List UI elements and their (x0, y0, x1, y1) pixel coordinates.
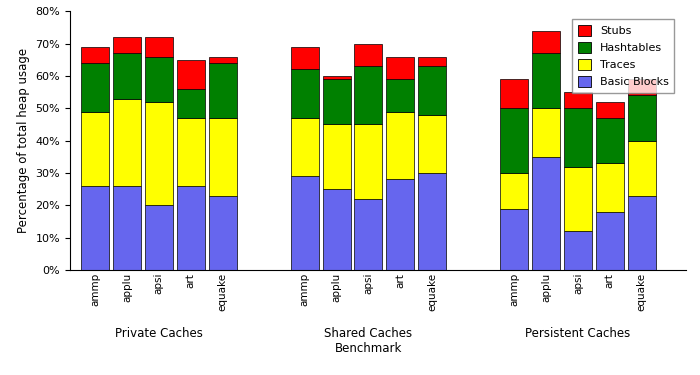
Bar (209, 118, 237, 196)
Bar (532, 157, 560, 270)
Bar (323, 76, 351, 79)
Bar (145, 102, 173, 206)
Bar (145, 57, 173, 102)
Bar (176, 186, 204, 270)
Bar (323, 79, 351, 124)
Bar (596, 118, 624, 163)
Bar (418, 66, 446, 115)
Bar (81, 63, 109, 111)
Bar (113, 99, 141, 186)
Bar (113, 53, 141, 99)
Bar (418, 173, 446, 270)
Bar (596, 212, 624, 270)
Bar (290, 47, 318, 69)
Bar (113, 37, 141, 53)
Bar (500, 209, 528, 270)
Bar (532, 31, 560, 53)
Bar (209, 196, 237, 270)
Bar (564, 166, 592, 231)
Legend: Stubs, Hashtables, Traces, Basic Blocks: Stubs, Hashtables, Traces, Basic Blocks (572, 20, 674, 93)
Bar (176, 89, 204, 118)
Bar (176, 118, 204, 186)
Bar (418, 115, 446, 173)
Bar (628, 141, 656, 196)
Bar (418, 57, 446, 66)
Y-axis label: Percentage of total heap usage: Percentage of total heap usage (17, 48, 30, 233)
Bar (176, 60, 204, 89)
Bar (209, 57, 237, 63)
Bar (500, 108, 528, 173)
Bar (564, 108, 592, 166)
Bar (290, 176, 318, 270)
Bar (290, 118, 318, 176)
Bar (145, 37, 173, 57)
Bar (354, 124, 382, 199)
Bar (81, 111, 109, 186)
Bar (564, 231, 592, 270)
Bar (628, 95, 656, 141)
Text: Shared Caches
Benchmark: Shared Caches Benchmark (324, 327, 412, 355)
Bar (81, 47, 109, 63)
Bar (500, 79, 528, 108)
Text: Private Caches: Private Caches (115, 327, 203, 340)
Bar (628, 196, 656, 270)
Bar (564, 92, 592, 108)
Bar (596, 102, 624, 118)
Bar (290, 69, 318, 118)
Bar (386, 179, 414, 270)
Bar (532, 108, 560, 157)
Bar (145, 206, 173, 270)
Bar (323, 124, 351, 189)
Bar (386, 57, 414, 79)
Bar (113, 186, 141, 270)
Bar (354, 44, 382, 66)
Bar (81, 186, 109, 270)
Text: Persistent Caches: Persistent Caches (525, 327, 631, 340)
Bar (532, 53, 560, 108)
Bar (386, 111, 414, 179)
Bar (500, 173, 528, 208)
Bar (628, 79, 656, 95)
Bar (354, 66, 382, 124)
Bar (209, 63, 237, 118)
Bar (354, 199, 382, 270)
Bar (323, 189, 351, 270)
Bar (596, 163, 624, 212)
Bar (386, 79, 414, 111)
